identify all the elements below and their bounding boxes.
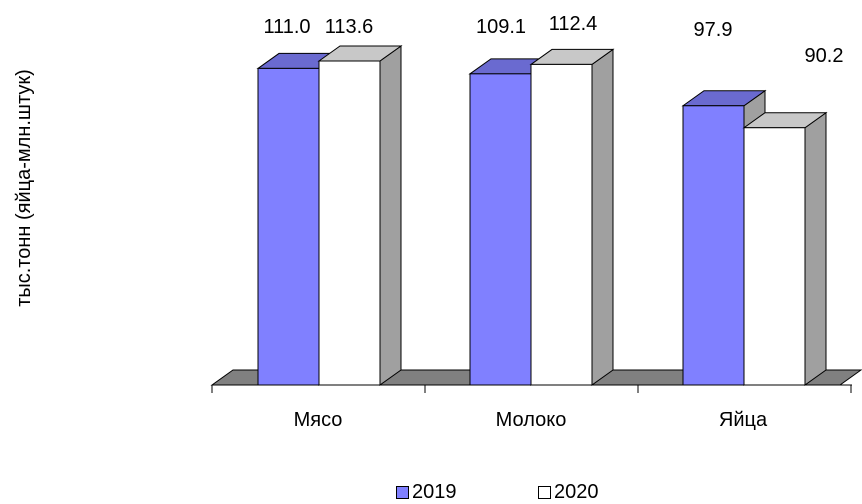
y-axis-label: тыс.тонн (яйца-млн.штук): [13, 69, 35, 307]
bar-side-2020-0: [379, 45, 402, 386]
legend-item-2019: 2019: [396, 481, 457, 503]
data-label-2019-1: 109.1: [476, 16, 526, 38]
bars: [256, 45, 828, 386]
data-label-2019-0: 111.0: [263, 16, 310, 38]
legend-item-2020: 2020: [538, 481, 599, 503]
data-labels: 111.0 113.6 109.1 112.4 97.9 90.2: [263, 13, 843, 67]
data-label-2020-1: 112.4: [549, 13, 598, 35]
bar-2019-2: [682, 105, 745, 386]
bar-2019-1: [469, 73, 532, 386]
bar-side-2020-1: [591, 48, 614, 386]
bar-2020-2: [743, 127, 806, 386]
x-tick-label-2: Яйца: [719, 409, 768, 431]
data-label-2020-0: 113.6: [325, 16, 374, 38]
bar-side-2020-2: [804, 111, 827, 386]
bar-2020-0: [318, 60, 381, 386]
bar-2019-0: [257, 67, 320, 386]
bar-2020-1: [530, 63, 593, 386]
legend-swatch-2020: [538, 485, 551, 499]
x-axis: Мясо Молоко Яйца: [211, 384, 852, 431]
x-tick-label-0: Мясо: [294, 409, 343, 431]
legend-label-2019: 2019: [412, 480, 457, 503]
x-tick-label-1: Молоко: [496, 409, 567, 431]
data-label-2020-2: 90.2: [805, 45, 844, 67]
legend-label-2020: 2020: [554, 480, 599, 503]
data-label-2019-2: 97.9: [694, 19, 733, 41]
legend-swatch-2019: [396, 485, 409, 499]
